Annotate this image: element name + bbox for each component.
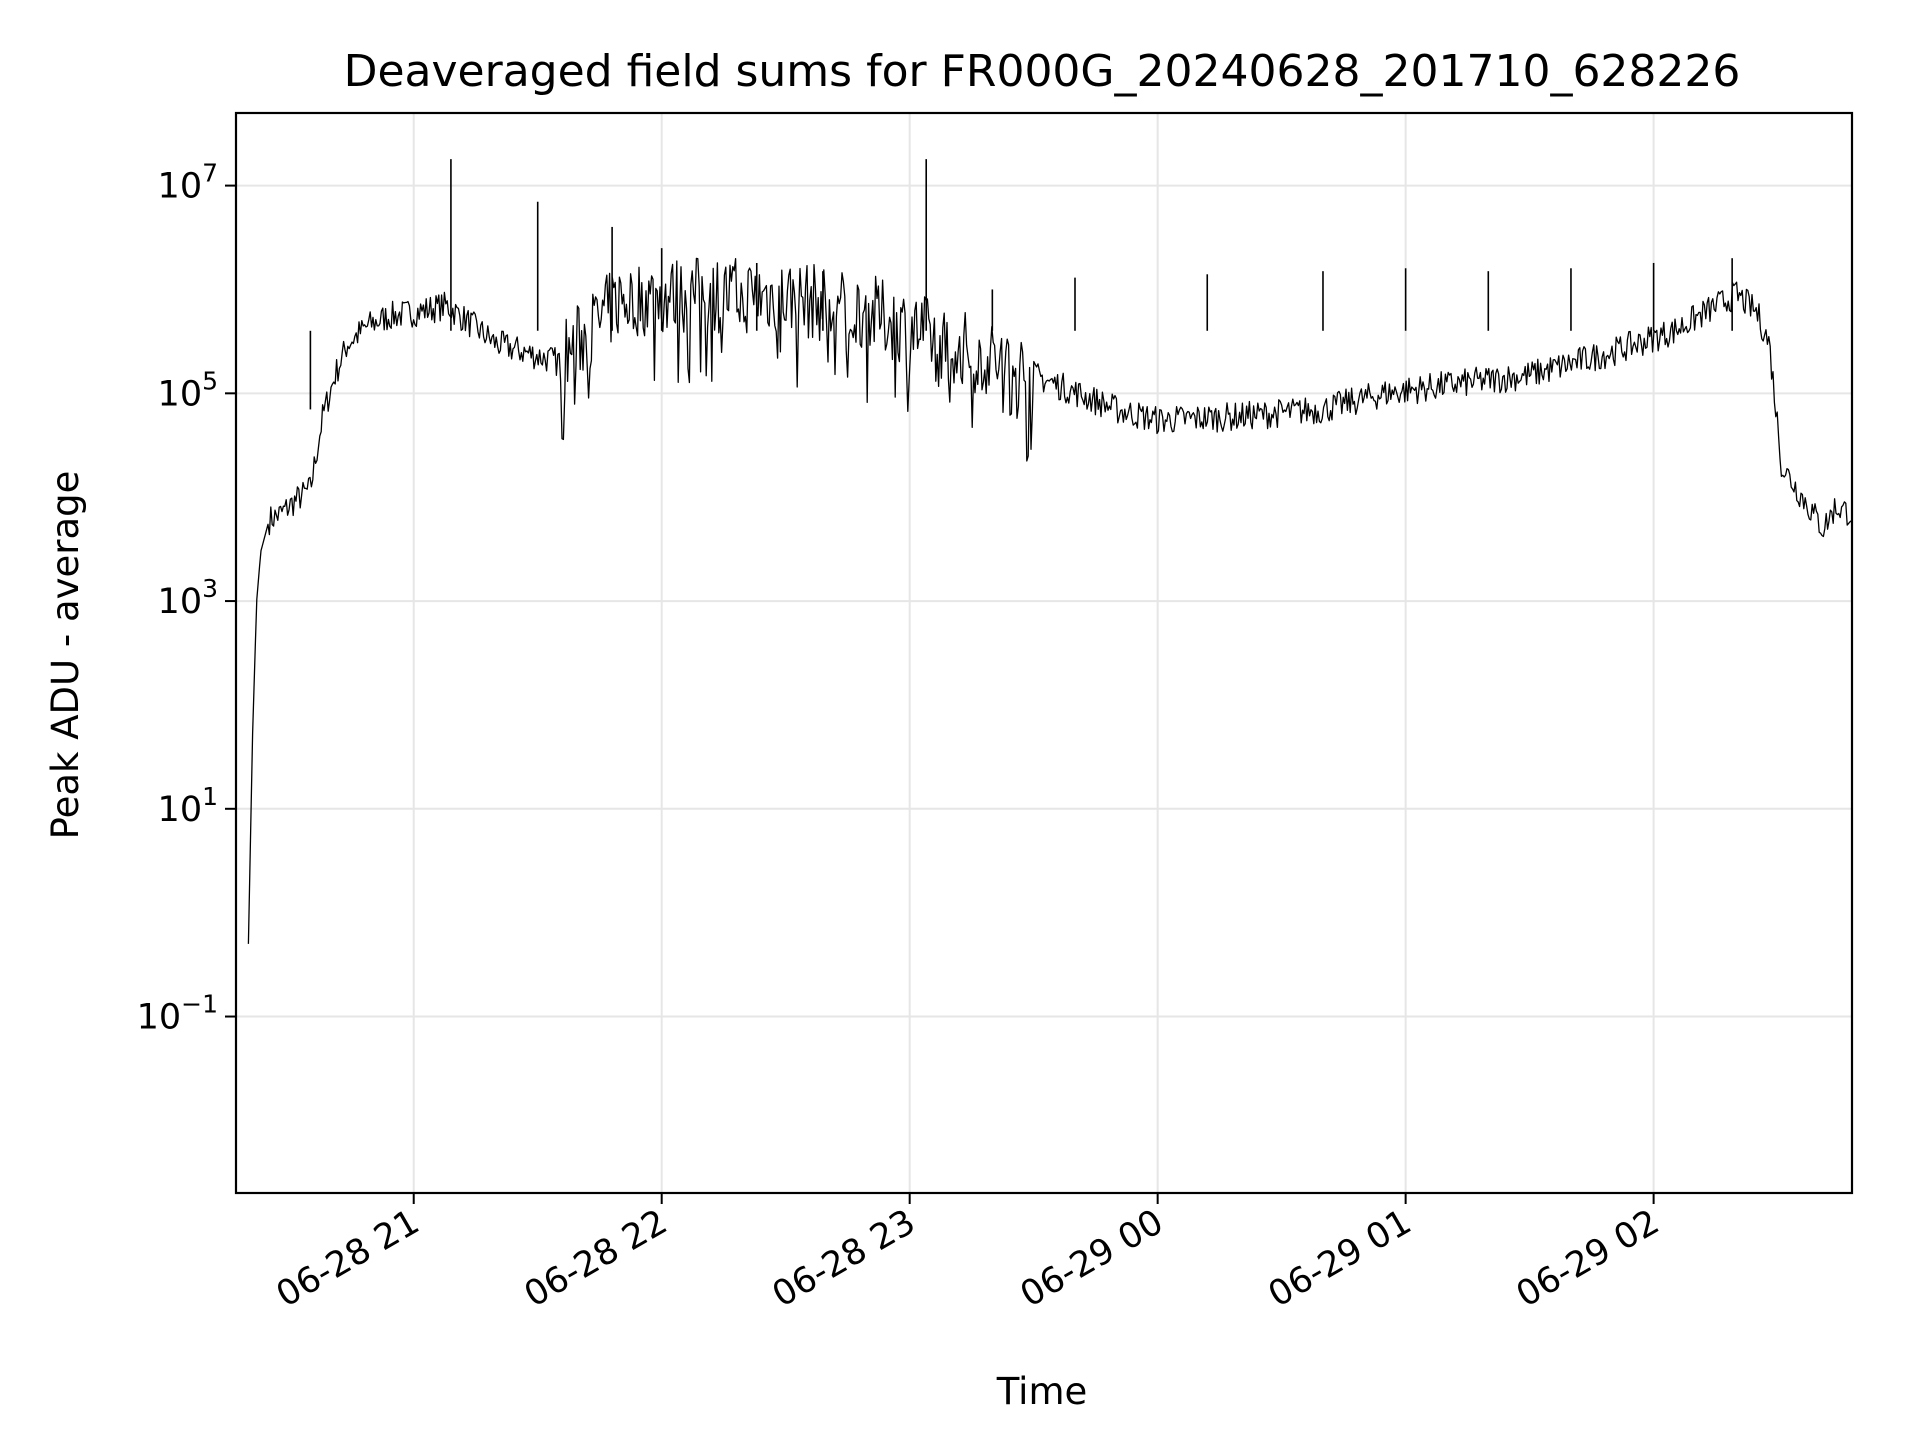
y-tick-label: 103	[158, 574, 218, 622]
y-tick-label: 105	[158, 366, 218, 414]
series-line	[247, 257, 1852, 944]
y-axis-label: Peak ADU - average	[44, 471, 87, 840]
y-tick-label: 101	[158, 782, 218, 830]
grid	[236, 113, 1852, 1193]
x-axis-label: Time	[996, 1370, 1088, 1413]
y-tick-label: 107	[158, 159, 218, 207]
plot-frame	[234, 111, 1854, 1195]
y-tick-label: 10−1	[137, 990, 218, 1038]
chart-title: Deaveraged field sums for FR000G_2024062…	[344, 46, 1741, 97]
series-line-group	[247, 159, 1852, 944]
y-axis: 107 105 103 101 10−1	[137, 159, 236, 1038]
